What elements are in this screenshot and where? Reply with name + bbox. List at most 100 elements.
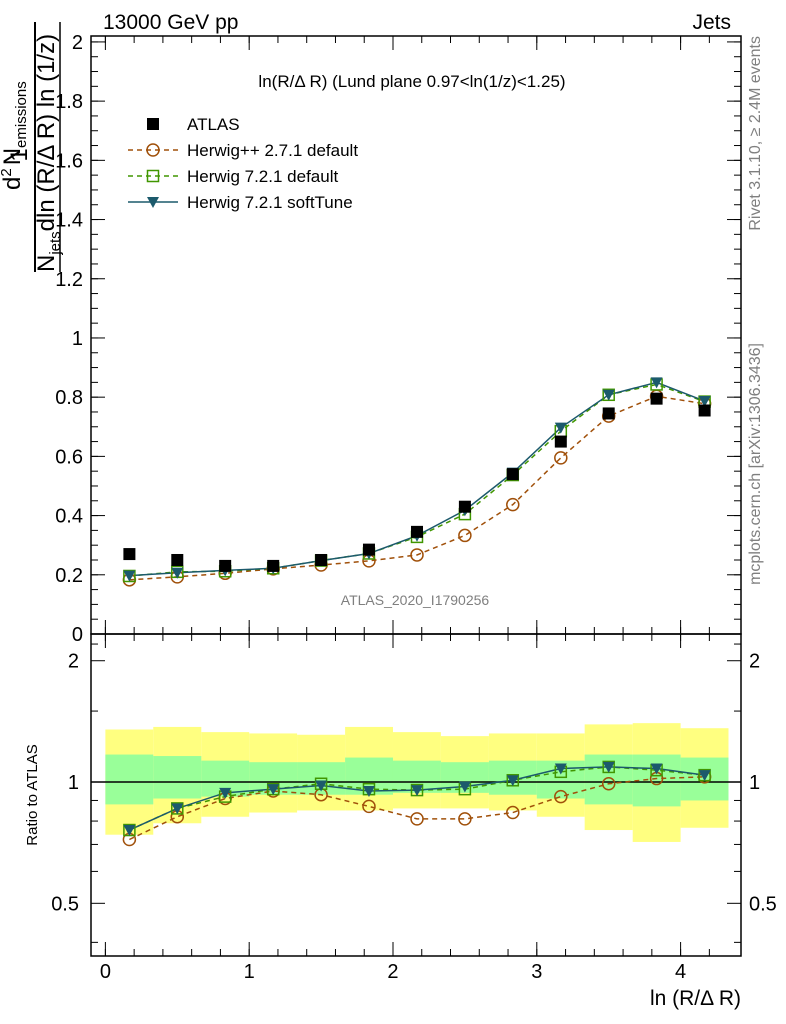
data-point	[650, 377, 663, 389]
uncertainty-band-green	[632, 754, 681, 807]
legend-marker	[147, 197, 159, 208]
uncertainty-band-green	[153, 756, 202, 799]
data-point	[123, 570, 136, 582]
legend: ATLAS Herwig++ 2.7.1 default Herwig 7.2.1 …	[128, 115, 358, 212]
data-point	[362, 543, 375, 556]
main-ytick-label: 0.8	[55, 387, 83, 409]
watermark: ATLAS_2020_I1790256	[341, 592, 490, 608]
ratio-point	[267, 784, 280, 796]
main-ytick-label: 1.2	[55, 269, 83, 291]
ylabel-sup2: 2	[0, 168, 15, 176]
data-point	[650, 392, 663, 405]
main-ytick-label: 0.4	[55, 506, 83, 528]
main-ytick-label: 0	[72, 624, 83, 646]
ratio-point	[698, 770, 711, 782]
main-ytick-label: 0.6	[55, 446, 83, 468]
ratio-ytick-label: 1	[68, 772, 79, 794]
ratio-xtick-label: 4	[675, 961, 686, 983]
data-point	[698, 396, 711, 408]
data-point	[506, 497, 520, 512]
legend-label: ATLAS	[187, 115, 240, 134]
data-point	[123, 548, 136, 561]
ylabel-numerator: d2 Nemissions	[0, 81, 30, 190]
main-ytick-label: 2	[72, 32, 83, 54]
data-point	[171, 553, 184, 566]
legend-item: ATLAS	[147, 115, 240, 134]
data-point	[171, 567, 184, 579]
ylabel-emissions: emissions	[13, 81, 30, 148]
main-data	[122, 377, 712, 587]
data-point	[602, 389, 615, 401]
data-point	[506, 468, 519, 481]
legend-marker	[147, 118, 159, 130]
legend-label: Herwig 7.2.1 softTune	[187, 193, 353, 212]
legend-label: Herwig 7.2.1 default	[187, 167, 338, 186]
ratio-ytick-label: 2	[68, 651, 79, 673]
main-ytick-label: 1.4	[55, 210, 83, 232]
data-point	[267, 559, 280, 572]
data-point	[219, 559, 232, 572]
ratio-series-line	[129, 776, 705, 841]
ratio-xtick-label: 2	[387, 961, 398, 983]
ratio-point	[410, 812, 424, 826]
series-line	[129, 383, 705, 577]
uncertainty-band-green	[105, 754, 154, 805]
ratio-point	[219, 787, 232, 799]
header-left: 13000 GeV pp	[103, 11, 238, 34]
ylabel-n: N	[33, 255, 60, 272]
ratio-point	[506, 775, 519, 787]
ratio-point	[602, 761, 615, 773]
ratio-xtick-label: 3	[531, 961, 542, 983]
ratio-point	[315, 780, 328, 792]
legend-label: Herwig++ 2.7.1 default	[187, 141, 358, 160]
ratio-point	[601, 777, 616, 791]
ratio-ytick-label-right: 0.5	[749, 893, 777, 915]
data-point	[698, 404, 711, 417]
ratio-ytick-label: 0.5	[51, 893, 79, 915]
header-right: Jets	[692, 11, 731, 34]
data-point	[554, 422, 567, 434]
ratio-xtick-label: 0	[100, 961, 111, 983]
ylabel-d: d	[0, 177, 26, 190]
ylabel-jets: jets	[47, 231, 64, 255]
data-point	[458, 500, 471, 513]
ratio-point	[506, 805, 520, 820]
x-axis-label: ln (R/Δ R)	[650, 987, 741, 1010]
ylabel-frac-bottom: Njetsdln (R/Δ R) ln (1/z)	[33, 34, 64, 272]
main-ylabel: 1 Njetsdln (R/Δ R) ln (1/z) d2 Nemissions	[0, 22, 64, 272]
data-point	[410, 548, 424, 562]
legend-item: Herwig++ 2.7.1 default	[128, 141, 358, 160]
data-point	[554, 435, 567, 448]
ylabel-denominator: dln (R/Δ R) ln (1/z)	[33, 34, 60, 231]
ylabel-frac-top: 1	[6, 148, 33, 161]
ratio-point	[458, 812, 472, 826]
main-ytick-label: 1	[72, 328, 83, 350]
legend-item: Herwig 7.2.1 default	[128, 167, 338, 186]
ratio-xtick-label: 1	[244, 961, 255, 983]
ratio-point	[362, 799, 376, 814]
ratio-data	[91, 723, 741, 847]
ratio-point	[411, 785, 424, 797]
series-line	[129, 381, 705, 577]
legend-marker	[146, 169, 160, 183]
data-point	[554, 451, 568, 465]
rivet-label: Rivet 3.1.10, ≥ 2.4M events	[747, 36, 764, 231]
main-title: ln(R/Δ R) (Lund plane 0.97<ln(1/z)<1.25)	[258, 72, 565, 91]
ratio-point	[123, 825, 136, 837]
main-plot: 0 0.2 0.4 0.6 0.8 1 1.2 1.4 1.6 1.8 2	[55, 32, 742, 646]
series-line	[129, 395, 705, 581]
ratio-ylabel: Ratio to ATLAS	[24, 744, 41, 845]
main-ytick-label: 1.8	[55, 91, 83, 113]
ratio-point	[650, 763, 663, 775]
main-ytick-label: 0.2	[55, 565, 83, 587]
ratio-frame	[90, 633, 742, 957]
data-point	[458, 528, 472, 543]
data-point	[411, 525, 424, 538]
main-ytick-label: 1.6	[55, 150, 83, 172]
ratio-ytick-label-right: 1	[749, 772, 760, 794]
ratio-point	[362, 785, 375, 797]
data-point	[602, 407, 615, 420]
legend-marker	[146, 143, 160, 157]
ratio-ytick-label-right: 2	[749, 651, 760, 673]
